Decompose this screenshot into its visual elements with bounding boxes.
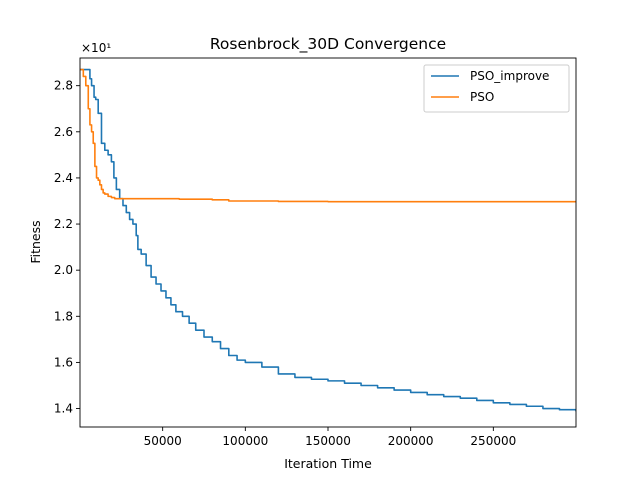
y-axis: 1.4 1.6 1.8 2.0 2.2 2.4 2.6 2.8 <box>54 79 80 416</box>
y-tick-label: 2.8 <box>54 79 73 93</box>
legend: PSO_improve PSO <box>423 64 570 113</box>
y-tick-label: 2.2 <box>54 217 73 231</box>
legend-label-pso: PSO <box>470 90 494 104</box>
x-axis: 50000 100000 150000 200000 250000 <box>144 427 516 448</box>
plot-frame <box>79 57 577 428</box>
y-tick-label: 1.4 <box>54 402 73 416</box>
series-layer <box>80 68 576 412</box>
x-tick-label: 50000 <box>144 434 182 448</box>
chart-title: Rosenbrock_30D Convergence <box>210 35 446 54</box>
y-axis-label: Fitness <box>28 220 43 263</box>
y-tick-label: 1.6 <box>54 355 73 369</box>
legend-box <box>423 64 570 113</box>
y-tick-label: 1.8 <box>54 309 73 323</box>
y-tick-label: 2.0 <box>54 263 73 277</box>
y-tick-label: 2.6 <box>54 125 73 139</box>
x-tick-label: 150000 <box>305 434 351 448</box>
x-tick-label: 250000 <box>470 434 516 448</box>
y-tick-label: 2.4 <box>54 171 73 185</box>
y-offset-text: ×10¹ <box>81 41 111 55</box>
series-line-pso <box>80 68 576 203</box>
x-axis-label: Iteration Time <box>284 456 372 471</box>
series-line-pso-improve <box>80 68 576 412</box>
x-tick-label: 100000 <box>222 434 268 448</box>
x-tick-label: 200000 <box>388 434 434 448</box>
plot-area <box>80 68 576 412</box>
legend-label-pso-improve: PSO_improve <box>470 69 549 83</box>
